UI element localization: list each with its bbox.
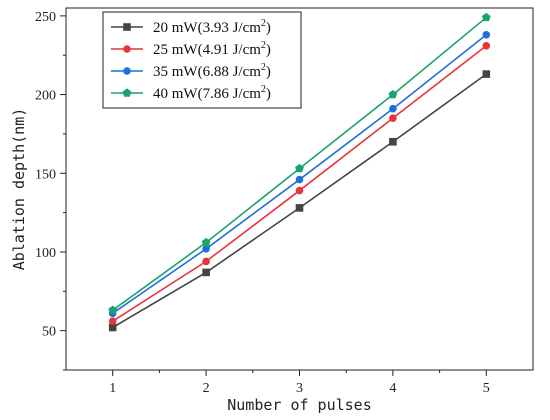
legend: 20 mW(3.93 J/cm2) 25 mW(4.91 J/cm2) 35 mW(… xyxy=(102,11,302,109)
data-point xyxy=(482,41,491,50)
y-axis-label: Ablation depth(nm) xyxy=(10,108,28,271)
data-point xyxy=(123,45,131,53)
y-tick-label: 250 xyxy=(35,10,56,25)
data-point xyxy=(481,12,491,22)
data-point xyxy=(123,67,131,75)
series-line xyxy=(112,73,487,329)
data-point xyxy=(295,204,304,212)
data-point xyxy=(108,305,118,314)
y-tick-label: 50 xyxy=(42,325,56,340)
legend-box xyxy=(102,11,302,109)
legend-item: 25 mW(4.91 J/cm2) xyxy=(111,40,271,58)
data-point xyxy=(108,323,117,332)
data-point xyxy=(202,268,210,277)
legend-label: 25 mW(4.91 J/cm2) xyxy=(153,40,271,58)
legend-label: 35 mW(6.88 J/cm2) xyxy=(153,62,271,80)
y-tick-label: 200 xyxy=(35,89,56,104)
series-layer xyxy=(108,12,491,332)
data-point xyxy=(201,237,211,247)
data-point xyxy=(389,114,397,122)
data-point xyxy=(482,70,491,78)
x-tick-label: 3 xyxy=(296,381,303,396)
y-tick-label: 100 xyxy=(35,246,56,261)
data-point xyxy=(202,257,210,266)
x-tick-label: 4 xyxy=(389,381,396,396)
x-tick-label: 5 xyxy=(483,381,490,396)
data-point xyxy=(295,163,304,173)
series-group xyxy=(108,12,491,314)
series-group xyxy=(108,70,491,332)
series-group xyxy=(108,30,491,318)
data-point xyxy=(295,186,304,195)
y-tick-label: 150 xyxy=(35,167,56,182)
legend-label: 20 mW(3.93 J/cm2) xyxy=(153,18,271,36)
data-point xyxy=(122,88,132,97)
data-point xyxy=(108,317,117,326)
legend-item: 20 mW(3.93 J/cm2) xyxy=(111,18,271,36)
legend-label: 40 mW(7.86 J/cm2) xyxy=(153,84,271,102)
data-point xyxy=(389,104,397,113)
x-axis-label: Number of pulses xyxy=(227,396,372,414)
x-tick-label: 1 xyxy=(109,381,116,396)
plot-axes: 1 2 3 4 5 50 100 150 200 250 xyxy=(35,7,534,396)
series-group xyxy=(108,41,491,326)
data-point xyxy=(388,89,398,99)
data-point xyxy=(123,23,131,31)
data-point xyxy=(389,137,397,146)
data-point xyxy=(295,175,304,184)
data-point xyxy=(202,245,210,253)
legend-item: 40 mW(7.86 J/cm2) xyxy=(111,84,271,102)
x-tick-label: 2 xyxy=(203,381,210,396)
data-point xyxy=(482,30,491,39)
legend-item: 35 mW(6.88 J/cm2) xyxy=(111,62,271,80)
